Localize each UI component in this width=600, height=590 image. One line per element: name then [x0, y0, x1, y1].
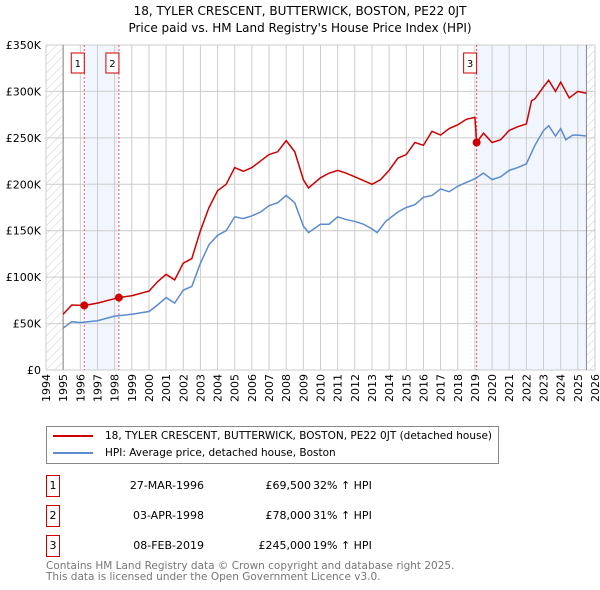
y-tick-label: £150K: [6, 225, 42, 238]
footer: Contains HM Land Registry data © Crown c…: [46, 561, 454, 582]
y-tick-label: £200K: [6, 178, 42, 191]
x-tick-label: 1998: [109, 374, 122, 402]
sale-flag-box: [105, 52, 120, 74]
legend-label-hpi: HPI: Average price, detached house, Bost…: [105, 447, 336, 459]
sale-hpi-diff: 19% ↑ HPI: [313, 539, 372, 552]
sale-price: £69,500: [265, 479, 312, 492]
x-tick-label: 1996: [74, 374, 87, 402]
x-tick-label: 1995: [57, 374, 70, 402]
x-tick-label: 1999: [126, 374, 139, 402]
x-tick-label: 2002: [177, 374, 190, 402]
x-tick-label: 2009: [297, 374, 310, 402]
x-tick-label: 2001: [160, 374, 173, 402]
y-tick-label: £100K: [6, 271, 42, 284]
x-tick-label: 2010: [315, 374, 328, 402]
x-tick-label: 2026: [589, 374, 600, 402]
x-tick-label: 2013: [366, 374, 379, 402]
x-tick-label: 2007: [263, 374, 276, 402]
x-tick-label: 2016: [417, 374, 430, 402]
x-tick-label: 2017: [435, 374, 448, 402]
y-tick-label: £50K: [13, 318, 42, 331]
x-tick-label: 2000: [143, 374, 156, 402]
sale-flag-label: 2: [109, 59, 115, 70]
price-chart: 1994 1995 1996 1997 1998 1999 2000 2001 2002 2003…: [6, 39, 600, 402]
sale-marker-badge: 1: [46, 475, 60, 497]
sale-marker-badge: 2: [46, 505, 60, 527]
x-tick-label: 2004: [212, 374, 225, 402]
y-tick-label: £350K: [6, 39, 42, 52]
sale-row: 2 03-APR-1998 £78,000 31% ↑ HPI: [46, 505, 546, 527]
property-price-line: [62, 78, 587, 315]
x-tick-label: 2011: [332, 374, 345, 402]
x-tick-label: 1994: [40, 374, 53, 402]
chart-title: 18, TYLER CRESCENT, BUTTERWICK, BOSTON, …: [133, 4, 467, 18]
legend-swatch-property: [53, 435, 93, 437]
x-tick-label: 2015: [400, 374, 413, 402]
x-tick-label: 2019: [469, 374, 482, 402]
footer-licence: This data is licensed under the Open Gov…: [46, 570, 381, 583]
x-tick-label: 2005: [229, 374, 242, 402]
sale-marker-badge: 3: [46, 535, 60, 557]
hpi-line: [62, 124, 587, 329]
hatched-no-data-region: [586, 45, 595, 370]
x-tick-label: 2020: [486, 374, 499, 402]
x-tick-label: 2023: [538, 374, 551, 402]
x-tick-label: 2022: [520, 374, 533, 402]
sale-price: £78,000: [265, 509, 312, 522]
y-tick-label: £250K: [6, 132, 42, 145]
ownership-shading: [476, 45, 587, 370]
footer-copyright: Contains HM Land Registry data © Crown c…: [46, 560, 455, 572]
x-tick-label: 1997: [91, 374, 104, 402]
x-tick-label: 2006: [246, 374, 259, 402]
x-tick-label: 2018: [452, 374, 465, 402]
x-tick-label: 2012: [349, 374, 362, 402]
legend-label-property: 18, TYLER CRESCENT, BUTTERWICK, BOSTON, …: [105, 430, 492, 442]
legend-swatch-hpi: [53, 452, 93, 454]
chart-subtitle: Price paid vs. HM Land Registry's House …: [128, 21, 472, 35]
x-tick-label: 2003: [194, 374, 207, 402]
y-tick-label: £0: [27, 364, 41, 377]
sale-point: [114, 293, 123, 302]
sale-point: [472, 138, 481, 147]
sale-hpi-diff: 32% ↑ HPI: [313, 479, 372, 492]
sale-row: 1 27-MAR-1996 £69,500 32% ↑ HPI: [46, 475, 546, 497]
x-tick-label: 2014: [383, 374, 396, 402]
sale-hpi-diff: 31% ↑ HPI: [313, 509, 372, 522]
sale-row: 3 08-FEB-2019 £245,000 19% ↑ HPI: [46, 535, 546, 557]
sale-flag-label: 1: [75, 59, 81, 70]
x-tick-label: 2024: [555, 374, 568, 402]
sale-flag-box: [463, 52, 478, 74]
x-tick-label: 2008: [280, 374, 293, 402]
x-tick-label: 2025: [572, 374, 585, 402]
hatched-no-data-region: [46, 45, 64, 370]
sale-flag-label: 3: [467, 59, 473, 70]
y-tick-label: £300K: [6, 85, 42, 98]
x-tick-label: 2021: [503, 374, 516, 402]
sale-date: 03-APR-1998: [132, 509, 204, 522]
sale-price: £245,000: [258, 539, 312, 552]
sale-date: 08-FEB-2019: [133, 539, 204, 552]
sale-date: 27-MAR-1996: [129, 479, 204, 492]
legend: 18, TYLER CRESCENT, BUTTERWICK, BOSTON, …: [46, 426, 499, 464]
sale-flag-box: [70, 52, 85, 74]
sale-point: [80, 301, 89, 310]
